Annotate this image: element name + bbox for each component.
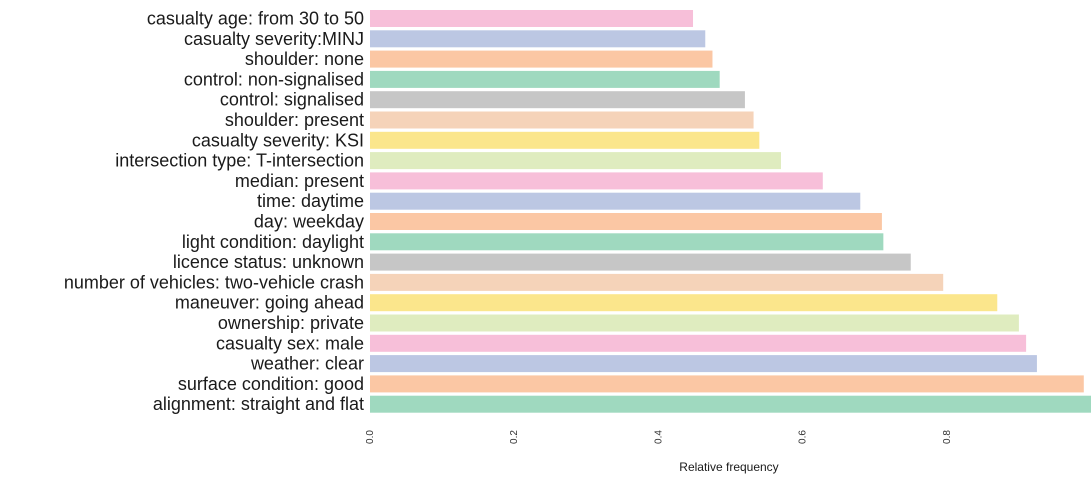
bar <box>370 213 882 230</box>
x-tick-label: 0.2 <box>509 430 520 444</box>
bar <box>370 192 861 210</box>
bar <box>370 273 944 291</box>
bar <box>370 334 1027 352</box>
bar <box>370 10 694 27</box>
bar <box>370 294 998 312</box>
category-label: shoulder: none <box>245 49 364 69</box>
category-label: shoulder: present <box>225 110 364 130</box>
category-label: alignment: straight and flat <box>153 394 364 414</box>
bar <box>370 355 1037 373</box>
category-label: median: present <box>235 171 364 191</box>
category-label: control: signalised <box>220 90 364 110</box>
bar <box>370 172 823 190</box>
x-tick-label: 0.6 <box>798 430 809 444</box>
category-label: surface condition: good <box>178 374 364 394</box>
category-label: casualty severity: KSI <box>192 130 364 150</box>
bar <box>370 375 1084 393</box>
bar <box>370 50 713 68</box>
category-label: ownership: private <box>218 313 364 333</box>
category-label: maneuver: going ahead <box>175 293 364 313</box>
x-tick-label: 0.4 <box>653 430 664 444</box>
category-label: casualty severity:MINJ <box>184 29 364 49</box>
category-label: weather: clear <box>250 354 364 374</box>
bar <box>370 111 754 129</box>
bars-group <box>370 10 1091 413</box>
x-axis-title: Relative frequency <box>679 460 778 474</box>
category-label: day: weekday <box>254 212 364 232</box>
category-label: licence status: unknown <box>173 252 364 272</box>
category-label: intersection type: T-intersection <box>115 151 364 171</box>
bar <box>370 395 1091 413</box>
bar <box>370 233 884 251</box>
category-label: number of vehicles: two-vehicle crash <box>64 272 364 292</box>
bar <box>370 253 911 271</box>
x-tick-label: 0.8 <box>942 430 953 444</box>
bar <box>370 91 745 109</box>
x-axis-ticks-group: 0.0 0.2 0.4 0.6 0.8 <box>365 430 953 444</box>
bar <box>370 70 720 88</box>
bar <box>370 131 760 149</box>
x-tick-label: 0.0 <box>365 430 376 444</box>
bar <box>370 152 781 170</box>
category-label: light condition: daylight <box>182 232 364 252</box>
bar <box>370 314 1019 332</box>
category-label: casualty sex: male <box>216 333 364 353</box>
bar <box>370 30 706 48</box>
category-label: time: daytime <box>257 191 364 211</box>
category-label: casualty age: from 30 to 50 <box>147 9 364 29</box>
category-label: control: non-signalised <box>184 69 364 89</box>
